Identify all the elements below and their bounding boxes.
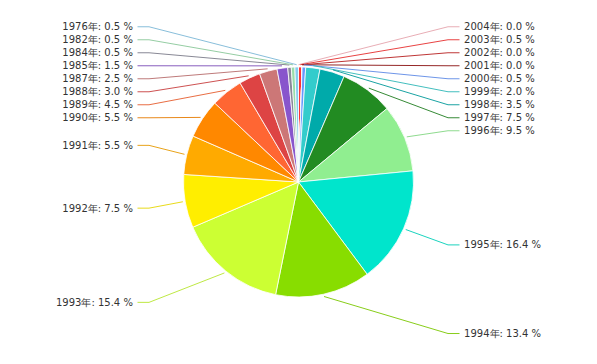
- chart: 2004年: 0.0 % 2003年: 0.5 % 2002年: 0.0 % 2001…: [0, 0, 597, 364]
- data-label: 1990年: 5.5 %: [62, 112, 133, 123]
- data-label: 1998年: 3.5 %: [464, 99, 535, 110]
- leader-line: [369, 88, 460, 118]
- data-label: 1997年: 7.5 %: [464, 112, 535, 123]
- data-label: 1993年: 15.4 %: [56, 297, 133, 308]
- data-label: 1992年: 7.5 %: [62, 203, 133, 214]
- leader-line: [138, 53, 290, 65]
- data-label: 2003年: 0.5 %: [464, 34, 535, 45]
- data-label: 1982年: 0.5 %: [62, 34, 133, 45]
- leader-line: [333, 70, 460, 105]
- leader-line: [138, 27, 297, 65]
- slice: [288, 67, 299, 182]
- slice: [184, 174, 299, 227]
- data-label: 2000年: 0.5 %: [464, 73, 535, 84]
- data-label: 1987年: 2.5 %: [62, 73, 133, 84]
- data-label: 1989年: 4.5 %: [62, 99, 133, 110]
- data-label: 1994年: 13.4 %: [464, 328, 541, 339]
- leader-line: [300, 40, 459, 65]
- slice: [299, 109, 413, 182]
- leader-line: [313, 66, 459, 92]
- data-label: 1991年: 5.5 %: [62, 140, 133, 151]
- data-label: 1985年: 1.5 %: [62, 60, 133, 71]
- leader-line: [138, 65, 283, 66]
- leader-line: [324, 296, 459, 333]
- pie: 2004年: 0.0 % 2003年: 0.5 % 2002年: 0.0 % 2001…: [56, 21, 541, 339]
- chart-container: 2004年: 0.0 % 2003年: 0.5 % 2002年: 0.0 % 2001…: [0, 0, 597, 364]
- data-label: 1988年: 3.0 %: [62, 86, 133, 97]
- leader-line: [304, 65, 459, 79]
- leader-line: [138, 202, 183, 208]
- leader-line: [302, 64, 459, 66]
- leader-line: [406, 230, 460, 245]
- slices: [184, 67, 414, 297]
- data-label: 2004年: 0.0 %: [464, 21, 535, 32]
- data-label: 2001年: 0.0 %: [464, 60, 535, 71]
- data-label: 1984年: 0.5 %: [62, 47, 133, 58]
- leader-line: [299, 27, 460, 65]
- leader-line: [302, 53, 459, 65]
- slice: [291, 67, 298, 182]
- leader-line: [138, 117, 201, 118]
- slice: [277, 68, 299, 182]
- data-label: 1995年: 16.4 %: [464, 239, 541, 250]
- slice: [295, 67, 299, 182]
- leader-line: [138, 145, 185, 154]
- data-label: 2002年: 0.0 %: [464, 47, 535, 58]
- leader-line: [138, 273, 225, 302]
- leader-line: [407, 131, 460, 137]
- data-labels: 2004年: 0.0 % 2003年: 0.5 % 2002年: 0.0 % 2001…: [56, 21, 541, 339]
- data-label: 1999年: 2.0 %: [464, 86, 535, 97]
- data-label: 1996年: 9.5 %: [464, 125, 535, 136]
- leader-line: [138, 90, 226, 104]
- data-label: 1976年: 0.5 %: [62, 21, 133, 32]
- leader-line: [138, 69, 268, 79]
